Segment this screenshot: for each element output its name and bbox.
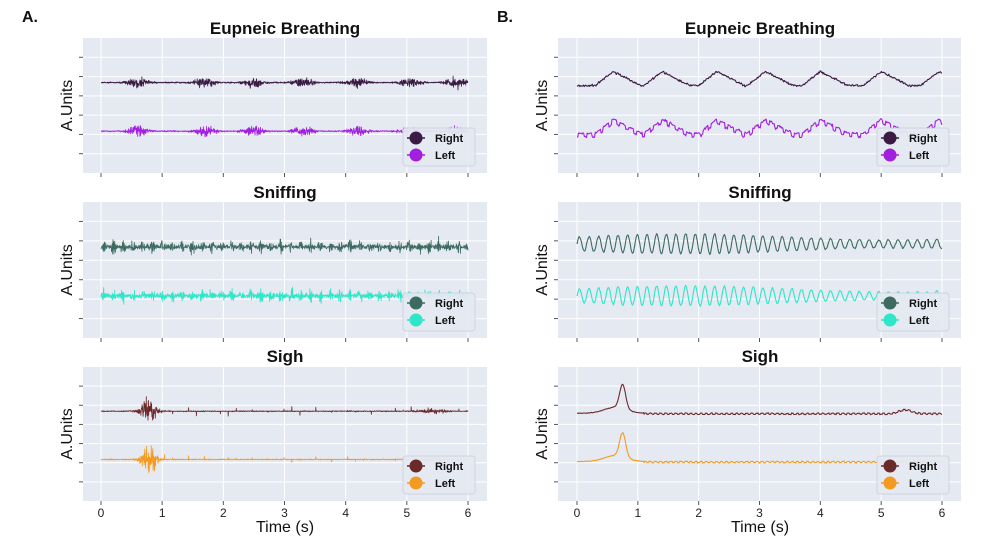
legend-marker [883,313,897,327]
legend-label-right: Right [909,461,937,473]
x-tick-label: 2 [695,506,702,520]
x-tick-label: 4 [817,506,824,520]
legend-marker [409,476,423,490]
legend-label-right: Right [435,298,463,310]
x-tick-label: 4 [342,506,349,520]
legend-label-right: Right [435,133,463,145]
series-line-right [100,75,469,91]
chart-title: Sigh [267,347,304,366]
legend-marker [409,131,423,145]
panel-b-1: Eupneic Breathing A.Units Right Left [534,19,961,177]
series-line-right [576,233,943,256]
y-axis-label: A.Units [59,80,76,132]
x-axis-label-b: Time (s) [731,519,789,536]
series-line-left [577,118,943,139]
legend-marker [409,296,423,310]
y-axis-label: A.Units [534,80,551,132]
x-tick-label: 1 [159,506,166,520]
y-axis-label: A.Units [59,408,76,460]
x-tick-label: 5 [403,506,410,520]
legend-marker [409,313,423,327]
legend-marker [883,459,897,473]
y-axis-label: A.Units [534,244,551,296]
legend-label-left: Left [435,478,456,490]
legend-marker [883,148,897,162]
x-tick-label: 1 [634,506,641,520]
x-tick-label: 0 [574,506,581,520]
panel-a-2: Sniffing A.Units Right Left [59,183,487,342]
x-tick-label: 0 [98,506,105,520]
x-tick-label: 6 [939,506,946,520]
legend-marker [883,476,897,490]
chart-title: Sigh [742,347,779,366]
chart-title: Sniffing [253,183,316,202]
x-tick-label: 2 [220,506,227,520]
panel-label-a: A. [22,9,38,26]
legend-label-left: Left [909,315,930,327]
series-line-right [100,235,469,256]
chart-title: Eupneic Breathing [210,19,360,38]
legend-label-left: Left [909,150,930,162]
series-line-right [576,383,942,416]
x-tick-label: 3 [281,506,288,520]
panel-a-3: 0 1 2 3 4 5 6 Sigh A.Units Right Left [59,347,487,520]
x-tick-label: 6 [465,506,472,520]
legend-marker [883,296,897,310]
x-tick-label: 3 [756,506,763,520]
legend-label-right: Right [909,298,937,310]
panel-b-2: Sniffing A.Units Right Left [534,183,961,342]
chart-title: Eupneic Breathing [685,19,835,38]
legend-label-left: Left [435,315,456,327]
y-axis-label: A.Units [534,408,551,460]
legend-marker [409,148,423,162]
legend-label-left: Left [435,150,456,162]
panel-a-1: Eupneic Breathing A.Units Right Left [59,19,487,177]
x-axis-label-a: Time (s) [256,519,314,536]
chart-title: Sniffing [728,183,791,202]
series-line-right [576,70,943,88]
panel-b-3: 0 1 2 3 4 5 6 Sigh A.Units Right Left [534,347,961,520]
series-line-right [100,396,469,421]
legend-marker [409,459,423,473]
legend-label-right: Right [909,133,937,145]
legend-label-right: Right [435,461,463,473]
x-tick-label: 5 [878,506,885,520]
y-axis-label: A.Units [59,244,76,296]
legend-marker [883,131,897,145]
panel-label-b: B. [497,9,513,26]
legend-label-left: Left [909,478,930,490]
